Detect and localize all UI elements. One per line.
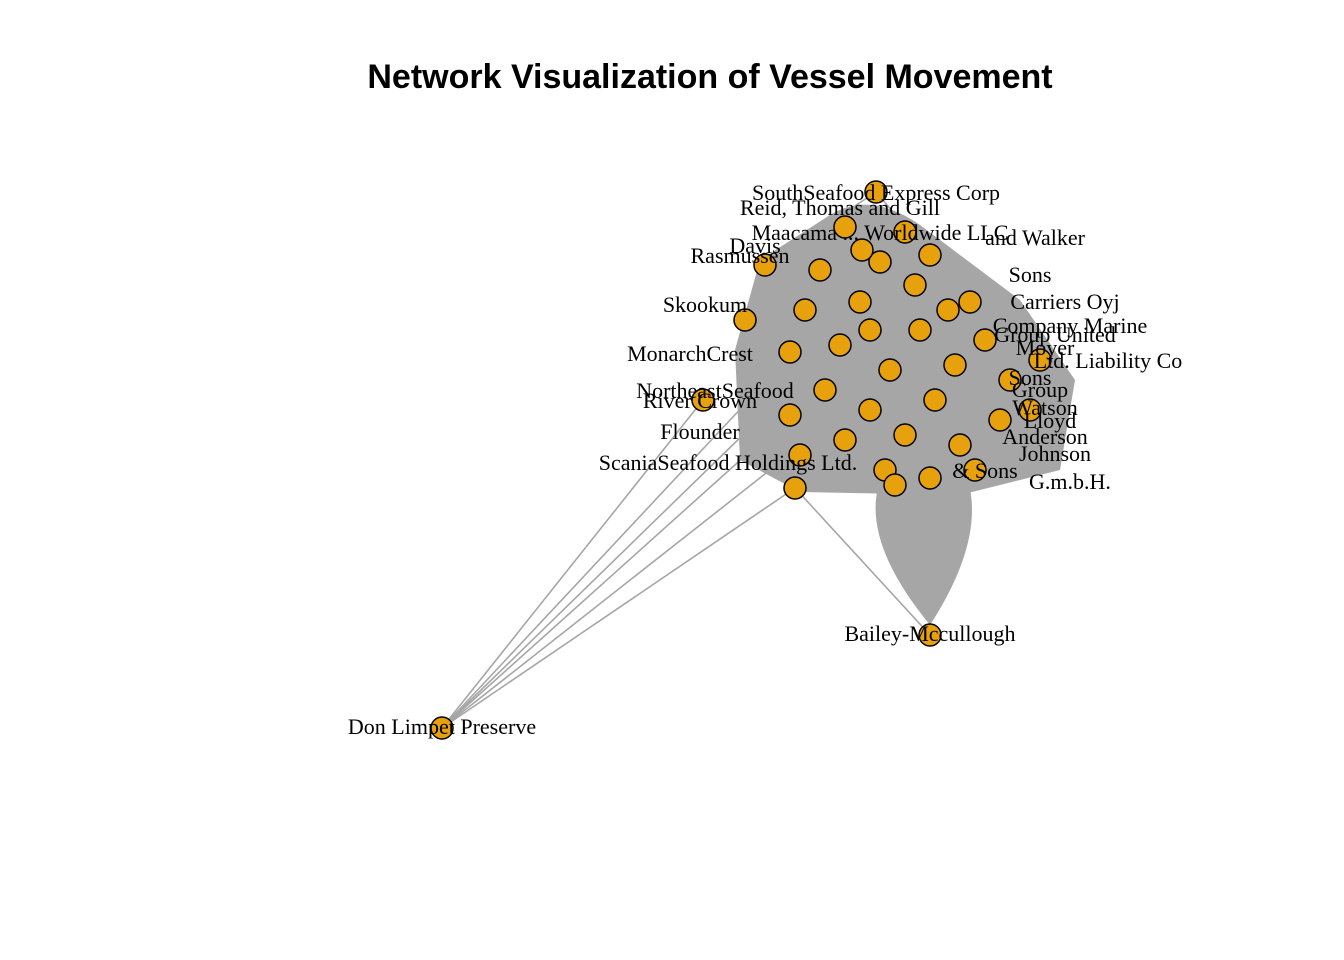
- label-worldwide: Maacama ... Worldwide LLC: [752, 220, 1009, 245]
- node-south: [864, 180, 888, 204]
- chart-title: Network Visualization of Vessel Movement: [367, 58, 1053, 96]
- node: [828, 333, 852, 357]
- node-scania: [783, 476, 807, 500]
- nodes: [430, 180, 1052, 740]
- label-sonsc: & Sons: [952, 458, 1017, 483]
- label-don: Don Limpet Preserve: [348, 714, 536, 739]
- node: [858, 318, 882, 342]
- label-group: Group: [1012, 377, 1068, 402]
- node: [813, 378, 837, 402]
- node-labels: SouthSeafood Express Corp Reid, Thomas a…: [348, 180, 1182, 739]
- label-rasm: Rasmussen: [691, 243, 790, 268]
- node-river: [691, 388, 715, 412]
- edge-south-rasm: [764, 191, 877, 266]
- node: [868, 250, 892, 274]
- label-sons1: Sons: [1009, 262, 1052, 287]
- node: [893, 423, 917, 447]
- node: [878, 358, 902, 382]
- edge-don-strand: [441, 429, 749, 729]
- node: [858, 398, 882, 422]
- node-gmbh: [918, 466, 942, 490]
- edge-bailey-scania: [794, 487, 931, 636]
- label-marine: Company Marine: [993, 313, 1148, 338]
- edge-don-river: [441, 399, 704, 729]
- node: [1028, 348, 1052, 372]
- node: [936, 298, 960, 322]
- label-monarch: MonarchCrest: [627, 341, 753, 366]
- edge-don-strand: [441, 469, 771, 729]
- label-river: River Crown: [643, 388, 757, 413]
- node: [883, 473, 907, 497]
- node: [788, 443, 812, 467]
- label-sonsb: Sons: [1009, 365, 1052, 390]
- node: [973, 328, 997, 352]
- node: [893, 220, 917, 244]
- edge-fan-bailey: [875, 480, 973, 625]
- label-llc: Ltd. Liability Co: [1034, 348, 1183, 373]
- label-united: Group United: [994, 322, 1116, 347]
- node-bailey: [918, 623, 942, 647]
- node: [988, 408, 1012, 432]
- edge-don-strand: [441, 387, 761, 729]
- node: [833, 215, 857, 239]
- label-walker: and Walker: [985, 225, 1086, 250]
- node-carriers: [958, 290, 982, 314]
- edge-don-scania: [441, 487, 796, 729]
- label-scania: ScaniaSeafood Holdings Ltd.: [599, 450, 857, 475]
- label-sknow: Skookum: [663, 292, 747, 317]
- node: [963, 458, 987, 482]
- node: [998, 368, 1022, 392]
- node-don: [430, 716, 454, 740]
- label-northeast: NortheastSeafood: [636, 378, 794, 403]
- label-flounder: Flounder: [660, 419, 740, 444]
- label-davis: Davis: [729, 233, 780, 258]
- node: [923, 388, 947, 412]
- label-bailey: Bailey-Mccullough: [844, 621, 1015, 646]
- node: [778, 403, 802, 427]
- label-lloyd: Lloyd: [1024, 408, 1077, 433]
- label-watson: Watson: [1012, 395, 1077, 420]
- node: [943, 353, 967, 377]
- node: [948, 433, 972, 457]
- label-johnson: Johnson: [1019, 441, 1091, 466]
- node: [793, 298, 817, 322]
- label-south: SouthSeafood Express Corp: [752, 180, 1000, 205]
- node-monarch: [778, 340, 802, 364]
- node: [850, 238, 874, 262]
- node: [808, 258, 832, 282]
- label-reid: Reid, Thomas and Gill: [740, 195, 940, 220]
- node: [918, 243, 942, 267]
- node: [908, 318, 932, 342]
- node: [733, 308, 757, 332]
- label-anderson: Anderson: [1002, 424, 1088, 449]
- node-rasm: [753, 253, 777, 277]
- node: [1018, 398, 1042, 422]
- label-gmbh: G.m.b.H.: [1029, 469, 1111, 494]
- node: [903, 273, 927, 297]
- label-moyer: Moyer: [1016, 335, 1075, 360]
- node: [833, 428, 857, 452]
- edge-don-strand: [441, 419, 786, 729]
- node: [848, 290, 872, 314]
- label-carriers: Carriers Oyj: [1010, 289, 1119, 314]
